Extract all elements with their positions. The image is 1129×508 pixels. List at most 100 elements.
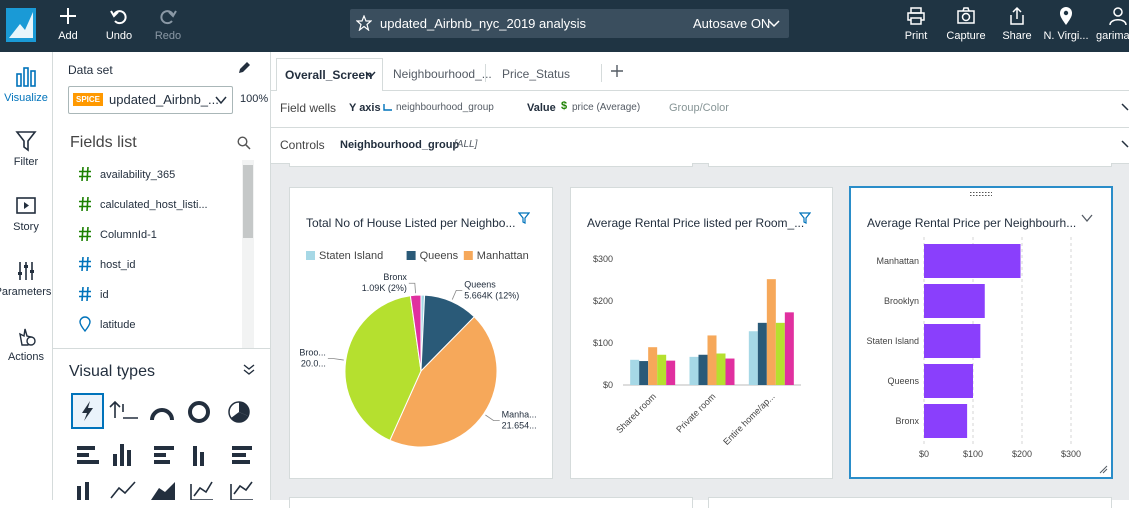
capture-button[interactable]: Capture <box>941 0 991 52</box>
field-icon <box>79 166 91 182</box>
bar <box>689 356 699 385</box>
dimension-icon <box>383 104 392 111</box>
slice-label: Bronx <box>383 272 407 282</box>
field-icon <box>79 316 91 332</box>
field-name: calculated_host_listi... <box>100 199 208 211</box>
tab-label[interactable]: Neighbourhood_... <box>393 67 492 81</box>
parameters-tab[interactable]: Parameters <box>0 260 52 298</box>
dataset-heading: Data set <box>68 63 113 77</box>
y-tick-label: Queens <box>887 376 919 386</box>
visual-card[interactable]: $0 $100 $200 $300 Shared room Private room Ent… <box>570 187 833 479</box>
legend-label: Manhattan <box>477 250 529 262</box>
drag-handle[interactable] <box>969 191 993 197</box>
expand-icon[interactable] <box>1121 140 1129 150</box>
visual-card[interactable]: $0 $100 $200 $300 Manhattan Brooklyn Staten Is… <box>849 186 1113 479</box>
x-tick-label: $0 <box>919 449 929 459</box>
visual-title: Average Rental Price per Neighbourh... <box>867 216 1077 230</box>
story-tab[interactable]: Story <box>0 195 52 233</box>
tab-separator <box>601 64 602 82</box>
region-button[interactable]: N. Virgi... <box>1041 0 1091 52</box>
analysis-name-box[interactable]: updated_Airbnb_nyc_2019 analysis Autosav… <box>350 9 789 38</box>
card-edge <box>289 497 693 508</box>
field-item[interactable]: latitude <box>53 312 241 338</box>
star-icon <box>356 15 372 31</box>
well-field[interactable]: neighbourhood_group <box>396 102 494 113</box>
bar <box>775 322 785 385</box>
bar <box>725 358 735 385</box>
analysis-area: Overall_Screen Neighbourhood_... Price_S… <box>271 52 1129 508</box>
logo <box>6 8 36 42</box>
leader-line <box>485 414 500 422</box>
user-label: garima... <box>1096 30 1129 42</box>
visual-card[interactable]: Staten Island Queens Manhattan Queens 5.664K… <box>289 187 553 479</box>
share-button[interactable]: Share <box>992 0 1042 52</box>
controls-bar: Controls Neighbourhood_group [ALL] <box>271 128 1129 164</box>
visual-type-icons[interactable] <box>68 392 258 500</box>
filter-icon[interactable] <box>518 212 530 224</box>
x-tick-label: $300 <box>1061 449 1081 459</box>
control-name[interactable]: Neighbourhood_group <box>340 139 460 151</box>
add-button[interactable]: Add <box>43 0 93 52</box>
field-item[interactable]: id <box>53 282 241 308</box>
well-field[interactable]: price (Average) <box>572 102 641 113</box>
bar <box>630 359 640 385</box>
leader-line <box>327 358 344 361</box>
active-tab[interactable]: Overall_Screen <box>276 58 383 91</box>
field-item[interactable]: host_id <box>53 252 241 278</box>
fields-heading: Fields list <box>70 134 137 151</box>
resize-handle[interactable] <box>1099 465 1108 474</box>
spice-usage: 100% <box>240 93 269 105</box>
field-item[interactable]: availability_365 <box>53 162 241 188</box>
scrollbar[interactable] <box>242 160 254 348</box>
share-label: Share <box>1002 30 1032 42</box>
redo-label: Redo <box>154 30 182 42</box>
print-button[interactable]: Print <box>891 0 941 52</box>
bar <box>757 322 767 385</box>
field-name: id <box>100 289 109 301</box>
filter-tab[interactable]: Filter <box>0 130 52 168</box>
top-bar: Add Undo Redo updated_Airbnb_nyc_2019 an… <box>0 0 1129 52</box>
scroll-thumb[interactable] <box>243 165 253 238</box>
card-edge <box>708 497 1112 508</box>
hash-icon <box>79 226 91 242</box>
fields-list: availability_365 calculated_host_listi...… <box>53 158 241 348</box>
search-icon[interactable] <box>237 136 251 150</box>
add-sheet[interactable] <box>610 64 624 78</box>
add-label: Add <box>58 30 78 42</box>
filter-icon[interactable] <box>799 212 811 224</box>
undo-button[interactable]: Undo <box>94 0 144 52</box>
collapse-icon[interactable] <box>243 364 255 376</box>
legend-swatch <box>306 251 315 260</box>
actions-tab[interactable]: Actions <box>0 325 52 363</box>
bar <box>924 324 981 358</box>
x-tick-label: Shared room <box>614 391 658 435</box>
bar <box>657 354 667 385</box>
field-icon <box>79 286 91 302</box>
dataset-select[interactable]: SPICE updated_Airbnb_... <box>68 86 233 114</box>
visual-title: Total No of House Listed per Neighbo... <box>306 216 516 230</box>
field-item[interactable]: calculated_host_listi... <box>53 192 241 218</box>
analysis-name: updated_Airbnb_nyc_2019 analysis <box>380 16 586 31</box>
autosave-status[interactable]: Autosave ON <box>693 16 771 31</box>
leader-line <box>408 282 416 294</box>
print-label: Print <box>904 30 928 42</box>
expand-icon[interactable] <box>1121 103 1129 113</box>
user-button[interactable]: garima... <box>1092 0 1129 52</box>
visualize-tab[interactable]: Visualize <box>0 66 52 104</box>
legend-label: Staten Island <box>319 250 383 262</box>
hash-icon <box>79 256 91 272</box>
edit-icon[interactable] <box>237 61 251 75</box>
bar-chart: $0 $100 $200 $300 Shared room Private room Ent… <box>593 254 801 447</box>
hash-icon <box>79 196 91 212</box>
chevron <box>215 96 227 105</box>
control-selection: [ALL] <box>454 139 478 150</box>
slice-value-label: 21.654... <box>502 421 537 431</box>
bar <box>924 284 985 318</box>
field-item[interactable]: ColumnId-1 <box>53 222 241 248</box>
tab-label[interactable]: Price_Status <box>502 67 571 81</box>
dataset-name: updated_Airbnb_... <box>109 92 219 107</box>
y-tick-label: $200 <box>593 296 613 306</box>
menu-chevron[interactable] <box>1081 214 1093 223</box>
redo-button[interactable]: Redo <box>143 0 193 52</box>
